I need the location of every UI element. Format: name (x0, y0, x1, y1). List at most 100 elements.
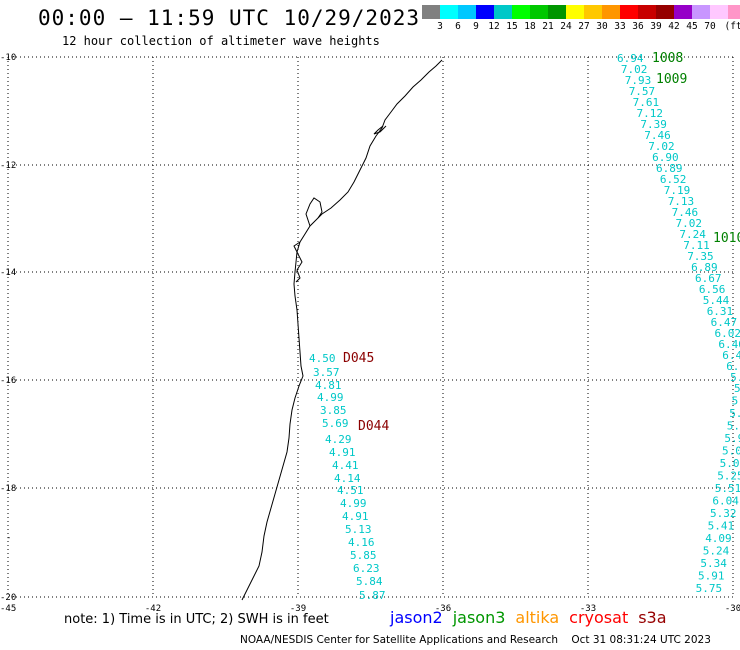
y-tick-label: -10 (0, 53, 16, 63)
swh-value: 5.75 (696, 582, 723, 595)
legend-swatch (638, 5, 656, 19)
swh-value: 4.51 (337, 484, 364, 497)
legend-tick: 18 (524, 21, 536, 32)
legend-tick: 39 (650, 21, 662, 32)
swh-value: 5.41 (708, 520, 735, 533)
y-tick-label: -14 (0, 268, 16, 278)
swh-value: 5.91 (698, 570, 725, 583)
legend-swatch (728, 5, 740, 19)
legend-swatch (710, 5, 728, 19)
swh-value: 5.5 (727, 420, 740, 433)
swh-value: 5.34 (700, 557, 727, 570)
legend-tick: 21 (542, 21, 554, 32)
swh-value: 5.7 (730, 371, 740, 384)
swh-value: 7.57 (629, 85, 656, 98)
legend-swatches (422, 5, 740, 19)
legend-swatch (458, 5, 476, 19)
swh-value: 6.04 (712, 495, 739, 508)
swh-value: 7.02 (676, 217, 703, 230)
x-tick-label: -33 (580, 604, 596, 614)
dash-mark: - (6, 533, 11, 543)
swh-value: 6.23 (353, 562, 380, 575)
swh-value: 7.12 (637, 107, 664, 120)
legend-tick: 3 (437, 21, 443, 32)
legend-swatch (620, 5, 638, 19)
map-subtitle: 12 hour collection of altimeter wave hei… (62, 34, 380, 48)
coastline (241, 59, 443, 601)
swh-value: 5.13 (345, 523, 372, 536)
swh-value: 5.84 (356, 575, 383, 588)
legend-swatch (512, 5, 530, 19)
swh-value: 7.46 (644, 129, 671, 142)
swh-value: 5.4 (732, 395, 740, 408)
swh-value: 6.02 (715, 327, 740, 340)
swh-value: 7.46 (672, 206, 699, 219)
coastline-bay (293, 125, 387, 283)
swh-value: 5.94 (724, 432, 740, 445)
swh-value: 5.06 (722, 445, 740, 458)
swh-value: 5.85 (350, 549, 377, 562)
swh-value: 6.89 (656, 162, 683, 175)
map-title: 00:00 — 11:59 UTC 10/29/2023 (38, 6, 421, 30)
track-label-1009: 1009 (656, 72, 687, 87)
swh-value: 6.94 (617, 52, 644, 65)
legend-swatch (674, 5, 692, 19)
legend-tick: 27 (578, 21, 590, 32)
swh-value: 3.57 (313, 366, 340, 379)
swh-value: 4.14 (334, 472, 361, 485)
legend-tick: 70 (704, 21, 716, 32)
legend-swatch (602, 5, 620, 19)
swh-value: 7.11 (683, 239, 710, 252)
swh-value: 5.44 (703, 294, 730, 307)
x-tick-label: -30 (725, 604, 740, 614)
legend-swatch (566, 5, 584, 19)
legend-tick: 15 (506, 21, 518, 32)
swh-value: 7.61 (633, 96, 660, 109)
y-tick-label: -20 (0, 593, 16, 603)
legend-swatch (530, 5, 548, 19)
track-label-1008: 1008 (652, 51, 683, 66)
swh-value: 5.6 (734, 382, 740, 395)
swh-value: 4.29 (325, 433, 352, 446)
legend-tick: 9 (473, 21, 479, 32)
legend-tick: 24 (560, 21, 572, 32)
satellite-legend: jason2 jason3 altika cryosat s3a (390, 608, 677, 627)
satellite-altika: altika (515, 608, 560, 627)
swh-value: 7.93 (625, 74, 652, 87)
x-tick-label: -36 (435, 604, 451, 614)
x-tick-label: -45 (0, 604, 16, 614)
swh-value: 6.56 (699, 283, 726, 296)
satellite-jason2: jason2 (390, 608, 443, 627)
y-tick-label: -16 (0, 376, 16, 386)
legend-tick: (ft) (724, 21, 740, 32)
swh-value: 7.39 (640, 118, 667, 131)
legend-tick: 6 (455, 21, 461, 32)
swh-value: 4.16 (348, 536, 375, 549)
legend-swatch (422, 5, 440, 19)
swh-value: 5.3 (729, 407, 740, 420)
footer-credit: NOAA/NESDIS Center for Satellite Applica… (240, 634, 711, 646)
swh-value: 7.02 (648, 140, 675, 153)
swh-value: 6.40 (722, 349, 740, 362)
swh-value: 4.41 (332, 459, 359, 472)
swh-value: 7.02 (621, 63, 648, 76)
swh-value: 4.50 (309, 352, 336, 365)
swh-value: 7.13 (668, 195, 695, 208)
satellite-jason3: jason3 (452, 608, 506, 627)
swh-value: 5.87 (359, 589, 386, 602)
swh-value: 6.47 (711, 316, 738, 329)
swh-value: 6.31 (707, 305, 734, 318)
track-label-d044: D044 (358, 419, 389, 434)
swh-value: 5.04 (720, 457, 740, 470)
y-tick-label: -12 (0, 161, 16, 171)
swh-value: 5.32 (710, 507, 737, 520)
swh-value: 5.25 (717, 470, 740, 483)
swh-value: 4.99 (340, 497, 367, 510)
legend-swatch (584, 5, 602, 19)
swh-value: 4.81 (315, 379, 342, 392)
swh-value: 6.52 (660, 173, 687, 186)
swh-value: 5.24 (703, 545, 730, 558)
